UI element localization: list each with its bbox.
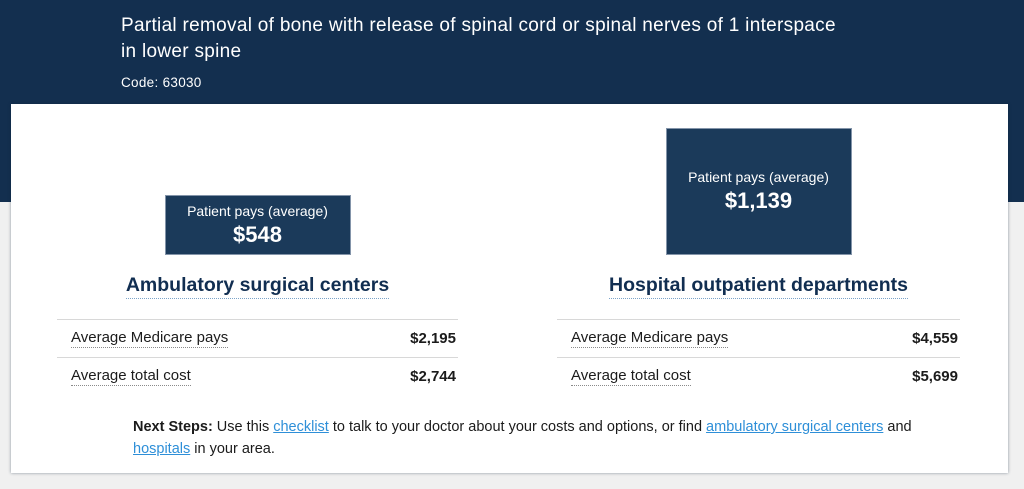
next-steps-label: Next Steps: <box>133 419 213 435</box>
patient-pays-label: Patient pays (average) <box>187 202 328 219</box>
procedure-header: Partial removal of bone with release of … <box>121 13 851 90</box>
bar-area-hopd: Patient pays (average) $1,139 <box>557 104 960 255</box>
value-average-medicare-pays: $2,195 <box>410 330 456 347</box>
heading-wrap-hopd: Hospital outpatient departments <box>557 274 960 299</box>
next-steps-text: and <box>883 419 912 435</box>
patient-pays-label: Patient pays (average) <box>688 169 829 185</box>
table-row: Average total cost $5,699 <box>557 357 960 395</box>
next-steps-text: Use this <box>212 419 274 435</box>
next-steps-text: in your area. <box>190 441 275 457</box>
next-steps-paragraph: Next Steps: Use this checklist to talk t… <box>133 416 925 460</box>
procedure-code: Code: 63030 <box>121 75 202 90</box>
term-average-total-cost[interactable]: Average total cost <box>71 367 191 386</box>
patient-pays-value: $1,139 <box>724 188 793 213</box>
procedure-title: Partial removal of bone with release of … <box>121 15 836 62</box>
checklist-link[interactable]: checklist <box>273 419 329 435</box>
patient-pays-bar-hopd: Patient pays (average) $1,139 <box>665 128 852 255</box>
column-ambulatory-surgical-centers: Patient pays (average) $548 Ambulatory s… <box>57 104 458 395</box>
ambulatory-surgical-centers-link[interactable]: ambulatory surgical centers <box>706 419 884 435</box>
patient-pays-bar-asc: Patient pays (average) $548 <box>164 195 351 255</box>
term-average-medicare-pays[interactable]: Average Medicare pays <box>71 329 229 348</box>
heading-hospital-outpatient-departments[interactable]: Hospital outpatient departments <box>608 274 909 299</box>
term-average-medicare-pays[interactable]: Average Medicare pays <box>571 329 729 348</box>
value-average-total-cost: $2,744 <box>410 368 456 385</box>
value-average-total-cost: $5,699 <box>912 368 958 385</box>
table-row: Average total cost $2,744 <box>57 357 458 395</box>
term-average-total-cost[interactable]: Average total cost <box>571 367 691 386</box>
column-hospital-outpatient-departments: Patient pays (average) $1,139 Hospital o… <box>557 104 960 395</box>
cost-table-hopd: Average Medicare pays $4,559 Average tot… <box>557 319 960 395</box>
hospitals-link[interactable]: hospitals <box>133 441 191 457</box>
heading-ambulatory-surgical-centers[interactable]: Ambulatory surgical centers <box>125 274 390 299</box>
value-average-medicare-pays: $4,559 <box>912 330 958 347</box>
table-row: Average Medicare pays $2,195 <box>57 319 458 357</box>
cost-table-asc: Average Medicare pays $2,195 Average tot… <box>57 319 458 395</box>
results-card: Patient pays (average) $548 Ambulatory s… <box>11 104 1008 473</box>
heading-wrap-asc: Ambulatory surgical centers <box>57 274 458 299</box>
next-steps-text: to talk to your doctor about your costs … <box>328 419 707 435</box>
bar-area-asc: Patient pays (average) $548 <box>57 104 458 255</box>
patient-pays-value: $548 <box>233 221 282 247</box>
table-row: Average Medicare pays $4,559 <box>557 319 960 357</box>
